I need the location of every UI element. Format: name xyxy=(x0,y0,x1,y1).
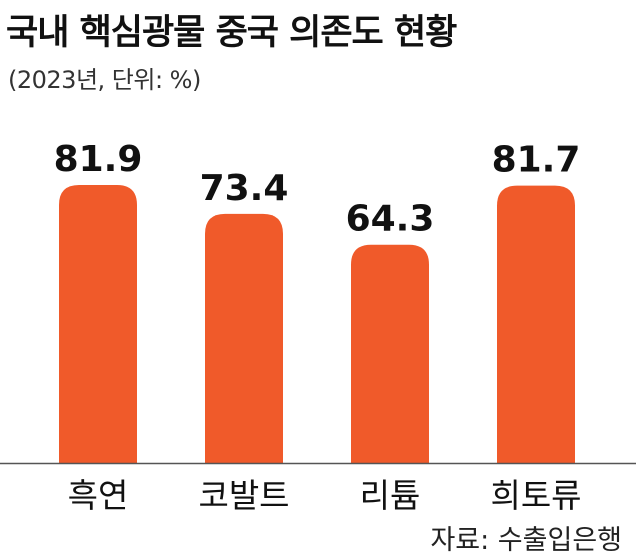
value-label-1: 73.4 xyxy=(200,168,289,209)
value-label-0: 81.9 xyxy=(54,139,143,180)
chart-subtitle: (2023년, 단위: %) xyxy=(8,66,201,94)
value-label-3: 81.7 xyxy=(492,140,581,181)
source-note: 자료: 수출입은행 xyxy=(430,525,622,556)
bars-group xyxy=(59,185,575,463)
value-label-2: 64.3 xyxy=(346,199,435,240)
bar-3 xyxy=(497,185,575,463)
chart-title: 국내 핵심광물 중국 의존도 현황 xyxy=(6,13,457,53)
bar-1 xyxy=(205,213,283,463)
category-labels-group: 흑연 코발트 리튬 희토류 xyxy=(68,476,582,515)
category-label-2: 리튬 xyxy=(360,476,421,515)
value-labels-group: 81.9 73.4 64.3 81.7 xyxy=(54,139,581,240)
category-label-0: 흑연 xyxy=(68,476,129,515)
category-label-1: 코발트 xyxy=(198,476,289,515)
bar-0 xyxy=(59,185,137,463)
category-label-3: 희토류 xyxy=(490,476,581,515)
bar-2 xyxy=(351,244,429,463)
